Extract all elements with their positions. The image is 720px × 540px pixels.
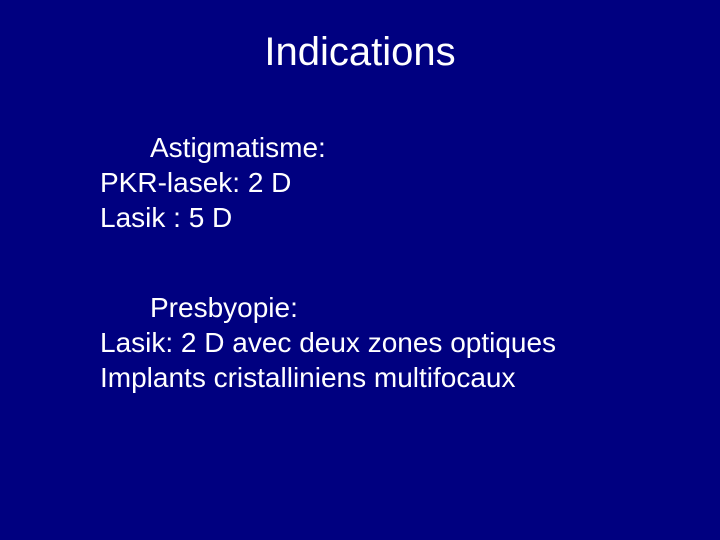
block1-line-0: PKR-lasek: 2 D xyxy=(100,165,660,200)
block-presbyopie: Presbyopie: Lasik: 2 D avec deux zones o… xyxy=(100,290,660,395)
block2-heading: Presbyopie: xyxy=(100,290,660,325)
block2-line-1: Implants cristalliniens multifocaux xyxy=(100,360,660,395)
block2-line-0: Lasik: 2 D avec deux zones optiques xyxy=(100,325,660,360)
slide: Indications Astigmatisme: PKR-lasek: 2 D… xyxy=(0,0,720,540)
block-astigmatisme: Astigmatisme: PKR-lasek: 2 D Lasik : 5 D xyxy=(100,130,660,235)
block1-line-1: Lasik : 5 D xyxy=(100,200,660,235)
block1-heading: Astigmatisme: xyxy=(100,130,660,165)
slide-title: Indications xyxy=(0,30,720,75)
